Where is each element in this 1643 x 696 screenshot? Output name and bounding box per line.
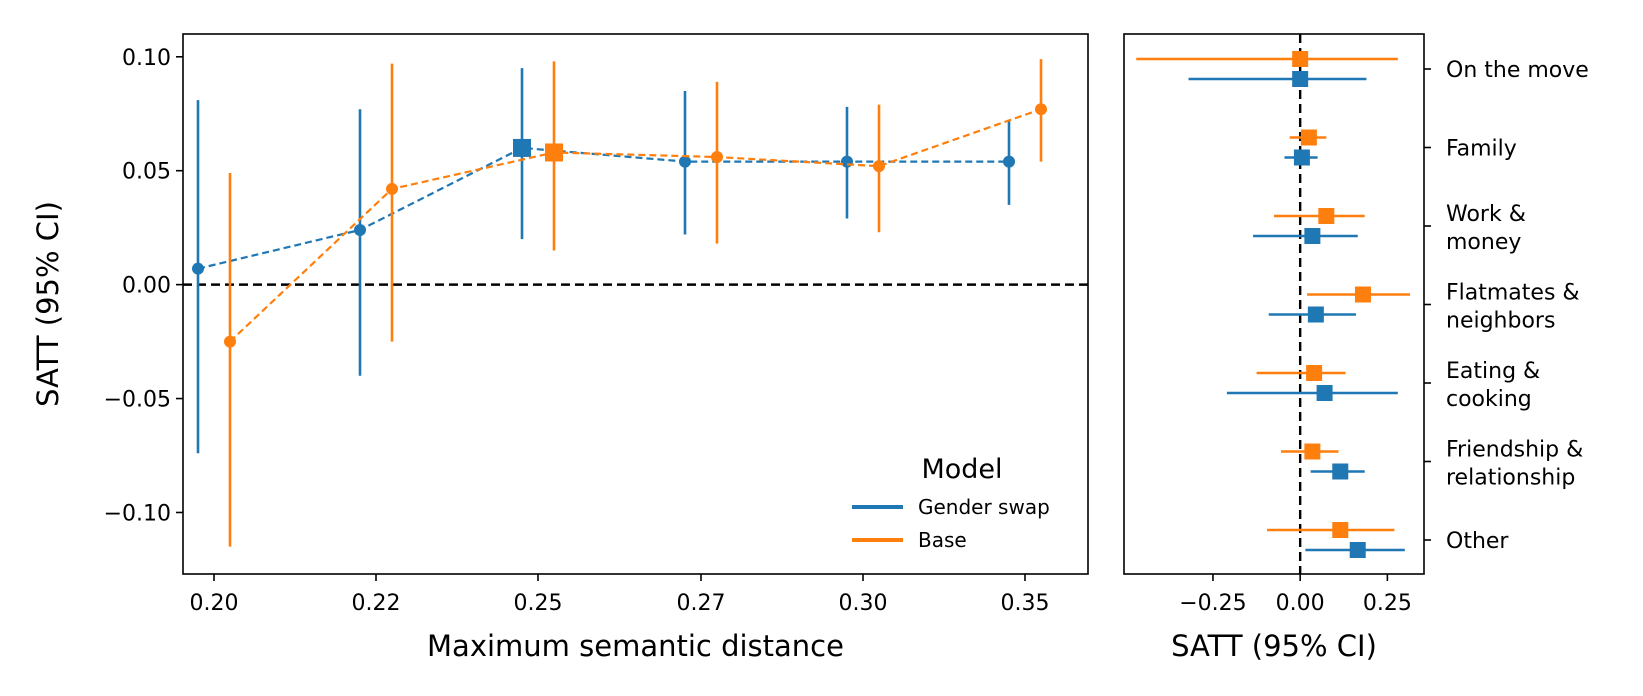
gender_swap-point	[513, 138, 531, 157]
legend-title: Model	[921, 454, 1002, 485]
category-label: Family	[1446, 137, 1517, 162]
gender_swap-point	[1307, 306, 1324, 323]
base-point	[711, 151, 723, 164]
right-plot-frame	[1123, 33, 1425, 575]
x-tick-label: 0.35	[1001, 591, 1050, 616]
base-point	[1318, 208, 1335, 224]
base-point	[1354, 286, 1371, 303]
y-tick-label: −0.10	[104, 501, 171, 526]
x-tick-label: 0.20	[190, 591, 239, 616]
y-tick-label: 0.00	[122, 274, 171, 299]
x-tick-label: 0.22	[352, 591, 401, 616]
gender_swap-point	[1332, 463, 1349, 480]
base-point	[224, 335, 236, 348]
gender_swap-point	[354, 223, 366, 236]
x-axis-title: SATT (95% CI)	[1171, 629, 1377, 663]
category-label: Eating &	[1446, 359, 1540, 384]
y-tick-label: 0.10	[122, 46, 171, 71]
gender_swap-point	[1349, 542, 1366, 558]
legend-label: Base	[918, 528, 967, 552]
gender_swap-point	[1316, 385, 1333, 401]
x-tick-label: 0.25	[1363, 591, 1412, 616]
right-panel: −0.25 0.00 0.25 On the move Family Work & mone…	[1123, 33, 1589, 663]
category-label: Flatmates &	[1446, 281, 1580, 306]
category-label: relationship	[1446, 466, 1575, 491]
base-point	[873, 160, 885, 173]
left-plot-frame	[182, 33, 1089, 575]
y-axis-title: SATT (95% CI)	[31, 201, 65, 407]
category-label: money	[1446, 230, 1521, 255]
gender_swap-point	[1292, 71, 1309, 87]
category-label: On the move	[1446, 58, 1589, 83]
x-tick-label: −0.25	[1179, 591, 1246, 616]
base-point	[545, 143, 563, 162]
base-connector-line	[229, 108, 1042, 343]
base-point	[1292, 51, 1309, 67]
base-point	[1035, 103, 1047, 116]
x-tick-label: 0.25	[514, 591, 563, 616]
gender_swap-point	[679, 155, 691, 168]
category-label: Other	[1446, 529, 1509, 554]
base-point	[1304, 443, 1321, 460]
x-tick-label: 0.00	[1276, 591, 1325, 616]
legend-label: Gender swap	[918, 495, 1050, 519]
category-label: cooking	[1446, 387, 1532, 412]
gender_swap-connector-line	[197, 146, 1009, 270]
y-tick-label: −0.05	[104, 388, 171, 413]
gender_swap-point	[1003, 155, 1015, 168]
gender_swap-point	[192, 262, 204, 275]
base-point	[386, 182, 398, 195]
category-label: Work &	[1446, 202, 1526, 227]
x-tick-label: 0.30	[839, 591, 888, 616]
x-tick-label: 0.27	[677, 591, 726, 616]
gender_swap-point	[1304, 228, 1321, 244]
gender_swap-point	[841, 155, 853, 168]
base-point	[1332, 522, 1349, 538]
x-axis-title: Maximum semantic distance	[427, 629, 844, 663]
y-tick-label: 0.05	[122, 160, 171, 185]
category-label: Friendship &	[1446, 438, 1583, 463]
base-point	[1300, 129, 1317, 146]
left-panel: 0.10 0.05 0.00 −0.05 −0.10 0.20 0.22 0.25 0.27 0.…	[31, 33, 1089, 663]
base-point	[1306, 365, 1323, 381]
category-label: neighbors	[1446, 309, 1555, 334]
gender_swap-point	[1293, 149, 1310, 166]
